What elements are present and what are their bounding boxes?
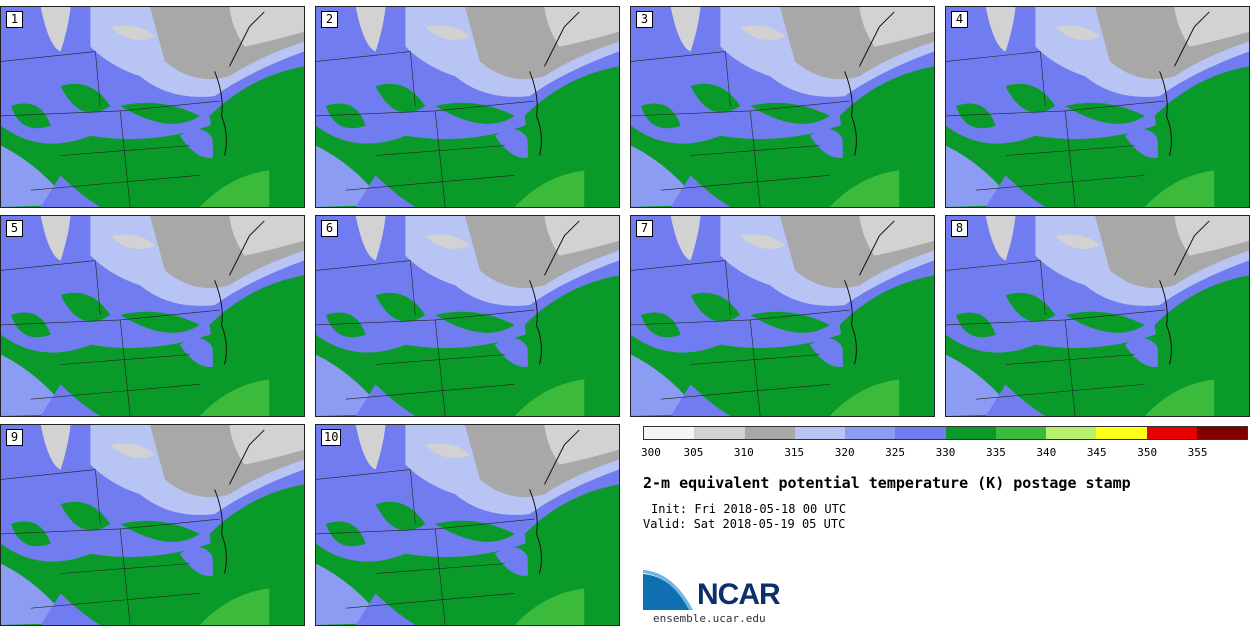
member-number: 8 [951,220,968,237]
colorbar-swatch [694,427,745,439]
colorbar-swatch [794,427,845,439]
colorbar-tick-label: 320 [834,446,855,459]
member-number: 5 [6,220,23,237]
colorbar-tick-label: 335 [985,446,1006,459]
ensemble-member-map: 7 [630,215,935,417]
member-number: 2 [321,11,338,28]
colorbar-tick-label: 300 [641,446,661,459]
theta-e-field [631,7,934,207]
colorbar-tick-label: 325 [885,446,906,459]
theta-e-field [946,7,1249,207]
colorbar-swatch [1046,427,1097,439]
theta-e-field [316,216,619,416]
colorbar-swatch [644,427,695,439]
ensemble-member-map: 2 [315,6,620,208]
member-number: 9 [6,429,23,446]
colorbar-swatch [995,427,1046,439]
colorbar-tick-label: 345 [1086,446,1107,459]
member-number: 7 [636,220,653,237]
colorbar-swatch [1196,427,1247,439]
colorbar-swatch [1146,427,1197,439]
colorbar-swatch [744,427,795,439]
ncar-logo-text: NCAR [697,578,781,611]
member-number: 3 [636,11,653,28]
colorbar-swatch [845,427,896,439]
colorbar [643,426,1248,440]
colorbar-swatch [895,427,946,439]
colorbar-tick-label: 340 [1036,446,1057,459]
member-number: 4 [951,11,968,28]
colorbar-tick-labels: 300 305 310 315 320 325 330 335 340 345 350 355 [641,446,1248,460]
colorbar-tick-label: 355 [1187,446,1208,459]
theta-e-field [316,425,619,625]
theta-e-field [316,7,619,207]
theta-e-field [631,216,934,416]
ensemble-member-map: 6 [315,215,620,417]
ensemble-member-map: 9 [0,424,305,626]
ensemble-member-map: 5 [0,215,305,417]
theta-e-field [1,216,304,416]
init-time: Init: Fri 2018-05-18 00 UTC [651,502,847,516]
theta-e-field [1,7,304,207]
colorbar-tick-label: 350 [1137,446,1158,459]
ensemble-member-map: 10 [315,424,620,626]
logo-url: ensemble.ucar.edu [653,612,766,625]
valid-time: Valid: Sat 2018-05-19 05 UTC [643,517,846,531]
colorbar-tick-label: 310 [733,446,754,459]
ensemble-member-map: 4 [945,6,1250,208]
colorbar-tick-label: 305 [683,446,704,459]
colorbar-tick-label: 330 [935,446,956,459]
map-title: 2-m equivalent potential temperature (K)… [643,474,1131,492]
member-number: 6 [321,220,338,237]
colorbar-swatch [1096,427,1147,439]
ncar-logo-icon [643,570,693,610]
colorbar-tick-label: 315 [784,446,805,459]
ensemble-member-map: 8 [945,215,1250,417]
theta-e-field [1,425,304,625]
colorbar-swatch [945,427,996,439]
member-number: 1 [6,11,23,28]
theta-e-field [946,216,1249,416]
member-number: 10 [321,429,342,446]
ensemble-member-map: 1 [0,6,305,208]
ensemble-member-map: 3 [630,6,935,208]
